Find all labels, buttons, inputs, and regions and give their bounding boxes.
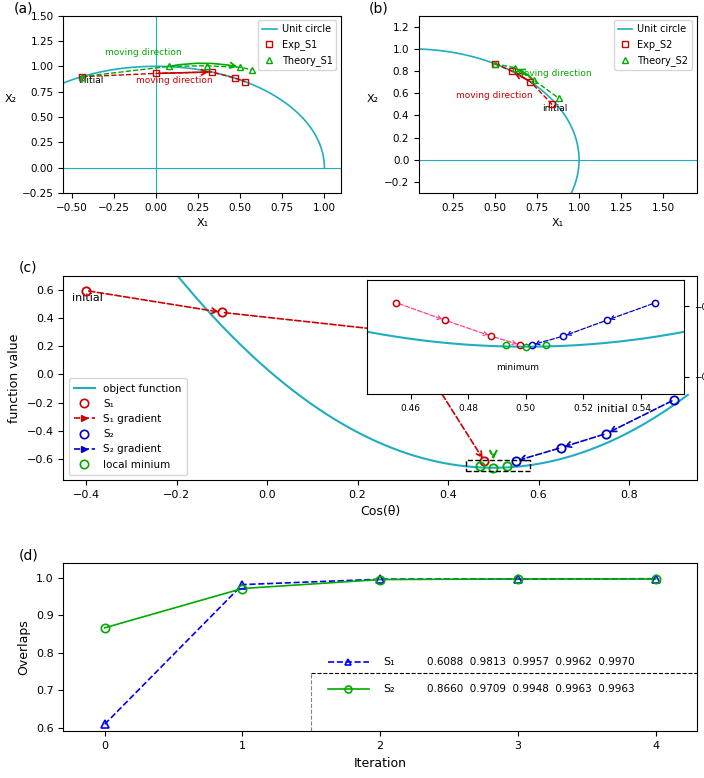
Bar: [466, 460, 529, 471]
Exp_S2: [548, 100, 556, 109]
Text: S₂: S₂: [383, 685, 394, 694]
Text: initial: initial: [73, 293, 103, 303]
Text: (d): (d): [19, 548, 39, 562]
Theory_S1: [77, 72, 86, 82]
Legend: object function, S₁, S₁ gradient, S₂, S₂ gradient, local minium: object function, S₁, S₁ gradient, S₂, S₂…: [68, 378, 187, 475]
Theory_S1: [202, 61, 210, 71]
Y-axis label: X₂: X₂: [5, 94, 17, 104]
Y-axis label: function value: function value: [8, 333, 21, 422]
Exp_S1: [208, 68, 216, 77]
Theory_S1: [236, 63, 244, 72]
X-axis label: X₁: X₁: [196, 219, 208, 229]
Line: Exp_S2: Exp_S2: [492, 61, 555, 107]
Theory_S1: [248, 65, 256, 75]
X-axis label: X₁: X₁: [552, 219, 564, 229]
Text: moving direction: moving direction: [515, 68, 591, 78]
Legend: Unit circle, Exp_S2, Theory_S2: Unit circle, Exp_S2, Theory_S2: [614, 20, 692, 70]
Legend: Unit circle, Exp_S1, Theory_S1: Unit circle, Exp_S1, Theory_S1: [258, 20, 337, 70]
Exp_S1: [152, 68, 161, 78]
Theory_S2: [529, 75, 538, 85]
Line: Exp_S1: Exp_S1: [79, 69, 248, 85]
Line: Theory_S1: Theory_S1: [78, 62, 256, 80]
Text: 0.8660  0.9709  0.9948  0.9963  0.9963: 0.8660 0.9709 0.9948 0.9963 0.9963: [427, 685, 634, 694]
Text: 0.6088  0.9813  0.9957  0.9962  0.9970: 0.6088 0.9813 0.9957 0.9962 0.9970: [427, 657, 634, 667]
Exp_S2: [526, 77, 534, 86]
Text: (a): (a): [13, 1, 33, 15]
Text: initial: initial: [598, 405, 628, 415]
Line: Theory_S2: Theory_S2: [491, 60, 562, 102]
Text: moving direction: moving direction: [456, 91, 533, 100]
Text: S₁: S₁: [383, 657, 394, 667]
Text: (b): (b): [369, 1, 389, 15]
Exp_S2: [508, 66, 516, 75]
Theory_S1: [165, 61, 174, 71]
Exp_S1: [231, 73, 239, 82]
Exp_S1: [241, 77, 249, 86]
Text: initial: initial: [79, 75, 104, 85]
X-axis label: Cos(θ): Cos(θ): [360, 505, 401, 518]
Y-axis label: X₂: X₂: [367, 94, 379, 104]
Theory_S2: [511, 63, 520, 72]
Exp_S2: [491, 59, 499, 68]
Text: moving direction: moving direction: [106, 47, 182, 57]
Text: initial: initial: [542, 104, 567, 113]
Text: (c): (c): [19, 261, 37, 275]
Y-axis label: Overlaps: Overlaps: [18, 619, 30, 675]
Theory_S2: [491, 59, 499, 68]
Exp_S1: [77, 72, 86, 82]
X-axis label: Iteration: Iteration: [353, 756, 407, 769]
Theory_S2: [555, 93, 563, 103]
Text: moving direction: moving direction: [136, 76, 213, 85]
